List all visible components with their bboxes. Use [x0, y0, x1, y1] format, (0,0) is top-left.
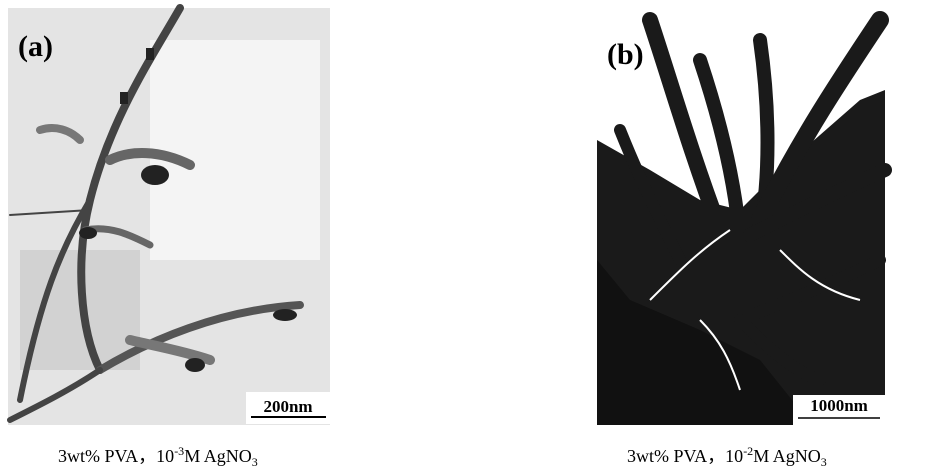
text-part: 200nm: [263, 397, 312, 416]
panel-label: (b): [607, 38, 644, 71]
figure: (a) 200nm (b) 1000nm 3wt% PVA，10-3M AgNO…: [0, 0, 930, 470]
caption: 3wt% PVA，10-3M AgNO3: [58, 444, 258, 469]
text-part: 3wt% PVA，10: [627, 446, 743, 466]
text-part: (b): [607, 38, 644, 71]
text-part: (a): [18, 30, 53, 63]
text-part: 3: [252, 455, 258, 469]
text-part: 3wt% PVA，10: [58, 446, 174, 466]
text-part: M AgNO: [184, 446, 252, 466]
caption: 3wt% PVA，10-2M AgNO3: [627, 444, 827, 469]
text-part: -2: [743, 444, 753, 458]
micrograph-b: [597, 10, 885, 425]
micrograph-a: [8, 8, 330, 425]
text-part: -3: [174, 444, 184, 458]
text-part: M AgNO: [753, 446, 821, 466]
text-part: 1000nm: [810, 396, 868, 415]
scale-bar-label: 200nm: [263, 397, 312, 416]
text-part: 3: [821, 455, 827, 469]
scale-bar-label: 1000nm: [810, 396, 868, 415]
panel-label: (a): [18, 30, 53, 63]
